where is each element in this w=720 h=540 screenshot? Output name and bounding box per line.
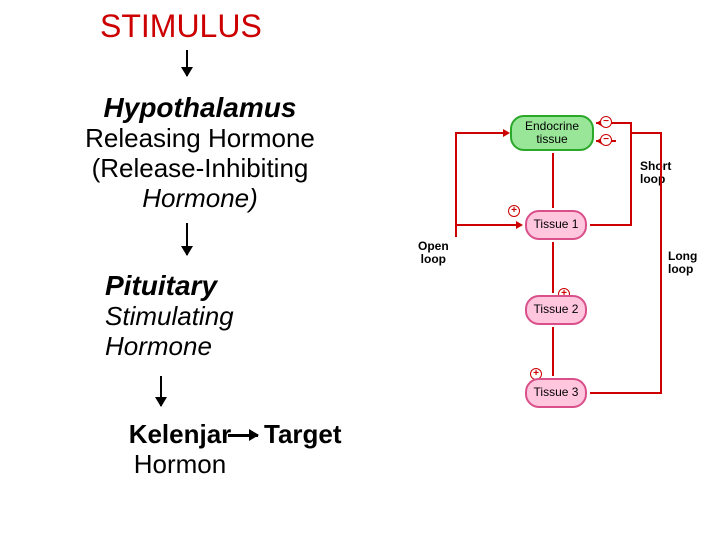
chain-e-t1 bbox=[552, 153, 554, 208]
open-loop-label: Open loop bbox=[418, 240, 449, 266]
arrow-2 bbox=[186, 223, 188, 255]
open-loop-arrow bbox=[503, 129, 510, 137]
stimulus-title: STIMULUS bbox=[100, 8, 262, 45]
hypo-line1: Releasing Hormone bbox=[60, 124, 340, 154]
chain-t1-t2 bbox=[552, 242, 554, 293]
arrow-4 bbox=[228, 434, 258, 437]
endocrine-tissue-box: Endocrine tissue bbox=[510, 115, 594, 151]
tissue1-box: Tissue 1 bbox=[525, 210, 587, 240]
open-loop-line-v bbox=[455, 132, 457, 237]
open-to-t1 bbox=[455, 224, 518, 226]
chain-t2-t3 bbox=[552, 327, 554, 376]
minus-short-1: − bbox=[600, 116, 612, 128]
minus-short-2: − bbox=[600, 134, 612, 146]
short-bot-h bbox=[590, 224, 632, 226]
long-bot-h bbox=[590, 392, 662, 394]
long-top-h bbox=[630, 132, 660, 134]
hypothalamus-title: Hypothalamus bbox=[60, 92, 340, 124]
left-flow: STIMULUS Hypothalamus Releasing Hormone … bbox=[0, 0, 390, 540]
short-loop-label: Short loop bbox=[640, 160, 671, 186]
pit-line2: Hormone bbox=[105, 332, 290, 362]
hypo-line3: Hormone) bbox=[60, 184, 340, 214]
short-v bbox=[630, 122, 632, 225]
target-label: Target bbox=[264, 420, 342, 450]
plus-t1-left: + bbox=[508, 205, 520, 217]
pituitary-title: Pituitary bbox=[105, 270, 290, 302]
pituitary-block: Pituitary Stimulating Hormone bbox=[90, 270, 290, 362]
kelenjar-block: Kelenjar Hormon bbox=[115, 420, 245, 480]
feedback-diagram: + Open loop + + − − Short loop Long loop… bbox=[400, 110, 710, 440]
hormon-label: Hormon bbox=[115, 450, 245, 480]
long-v bbox=[660, 132, 662, 394]
open-loop-line-h bbox=[455, 132, 505, 134]
long-loop-label: Long loop bbox=[668, 250, 697, 276]
tissue2-box: Tissue 2 bbox=[525, 295, 587, 325]
hypothalamus-block: Hypothalamus Releasing Hormone (Release-… bbox=[60, 92, 340, 214]
hypo-line2: (Release-Inhibiting bbox=[60, 154, 340, 184]
tissue3-box: Tissue 3 bbox=[525, 378, 587, 408]
arrow-1 bbox=[186, 50, 188, 76]
kelenjar-label: Kelenjar bbox=[115, 420, 245, 450]
pit-line1: Stimulating bbox=[105, 302, 290, 332]
open-to-t1-arrow bbox=[516, 221, 523, 229]
arrow-3 bbox=[160, 376, 162, 406]
